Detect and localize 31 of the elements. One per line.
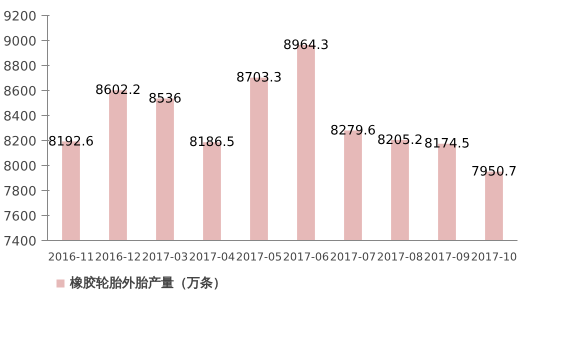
data-label: 8536 xyxy=(148,92,182,106)
legend-label: 橡胶轮胎外胎产量（万条） xyxy=(70,274,226,292)
data-label: 8964.3 xyxy=(283,38,329,53)
y-tick-label: 8000 xyxy=(3,160,37,174)
x-tick-label: 2017-08 xyxy=(377,250,423,264)
y-tick-label: 9200 xyxy=(3,10,37,24)
x-tick-label: 2017-06 xyxy=(283,250,329,264)
y-tick-label: 8400 xyxy=(3,110,37,124)
data-label: 8279.6 xyxy=(330,124,376,139)
y-tick-label: 7400 xyxy=(3,234,37,250)
x-tick-label: 2017-05 xyxy=(236,250,282,264)
y-tick-label: 8200 xyxy=(3,134,37,150)
x-tick-label: 2017-10 xyxy=(471,250,517,264)
x-tick-label: 2017-04 xyxy=(189,250,235,264)
data-label: 8174.5 xyxy=(424,136,470,152)
data-label: 8186.5 xyxy=(189,135,235,150)
data-label: 7950.7 xyxy=(471,164,517,180)
data-label: 8192.6 xyxy=(48,134,94,150)
data-label: 8602.2 xyxy=(95,83,141,98)
x-tick-label: 2017-03 xyxy=(142,250,188,264)
data-label: 8703.3 xyxy=(236,70,282,86)
x-tick-label: 2017-07 xyxy=(330,250,376,264)
y-tick-label: 8600 xyxy=(3,84,37,100)
x-tick-label: 2016-12 xyxy=(95,250,141,264)
x-tick-label: 2016-11 xyxy=(48,250,94,264)
y-tick-label: 9000 xyxy=(3,34,37,50)
y-tick-label: 8800 xyxy=(3,60,37,74)
data-label: 8205.2 xyxy=(377,132,423,148)
x-tick-label: 2017-09 xyxy=(424,250,470,264)
y-tick-label: 7800 xyxy=(3,184,37,200)
y-tick-label: 7600 xyxy=(3,210,37,224)
